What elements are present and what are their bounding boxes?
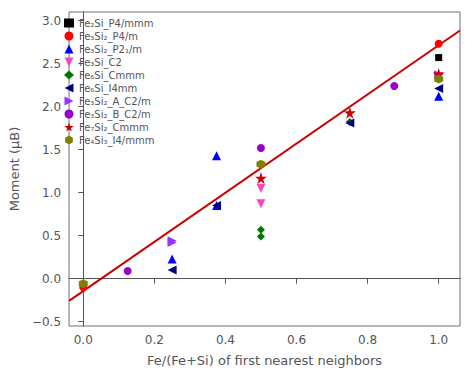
svg-text:0.5: 0.5 bbox=[42, 229, 61, 243]
svg-text:0.0: 0.0 bbox=[74, 333, 93, 347]
svg-text:Moment (μB): Moment (μB) bbox=[7, 127, 22, 212]
svg-text:1.0: 1.0 bbox=[429, 333, 448, 347]
svg-text:−0.5: −0.5 bbox=[32, 315, 61, 329]
svg-text:0.0: 0.0 bbox=[42, 272, 61, 286]
svg-text:Fe₃Si₂_P4/m: Fe₃Si₂_P4/m bbox=[79, 31, 138, 43]
svg-text:Fe₇Si₂_Cmmm: Fe₇Si₂_Cmmm bbox=[79, 122, 149, 134]
svg-text:Fe₃Si₂_B_C2/m: Fe₃Si₂_B_C2/m bbox=[79, 109, 151, 121]
svg-text:0.2: 0.2 bbox=[145, 333, 164, 347]
svg-text:Fe₄Si₃_I4/mmm: Fe₄Si₃_I4/mmm bbox=[79, 135, 154, 147]
svg-text:Fe₂Si_P4/mmm: Fe₂Si_P4/mmm bbox=[79, 18, 153, 30]
svg-text:0.4: 0.4 bbox=[216, 333, 235, 347]
svg-text:0.8: 0.8 bbox=[358, 333, 377, 347]
svg-text:Fe₃Si₂_P2₁/m: Fe₃Si₂_P2₁/m bbox=[79, 44, 142, 56]
svg-text:2.0: 2.0 bbox=[42, 100, 61, 114]
svg-text:0.6: 0.6 bbox=[287, 333, 306, 347]
svg-text:Fe₆Si_Cmmm: Fe₆Si_Cmmm bbox=[79, 70, 145, 82]
svg-text:3.0: 3.0 bbox=[42, 14, 61, 28]
svg-text:Fe₆Si_I4mm: Fe₆Si_I4mm bbox=[79, 83, 137, 95]
svg-text:2.5: 2.5 bbox=[42, 57, 61, 71]
svg-text:1.5: 1.5 bbox=[42, 143, 61, 157]
svg-text:Fe/(Fe+Si) of first nearest ne: Fe/(Fe+Si) of first nearest neighbors bbox=[147, 353, 382, 368]
svg-text:1.0: 1.0 bbox=[42, 186, 61, 200]
svg-text:Fe₃Si_C2: Fe₃Si_C2 bbox=[79, 57, 122, 69]
svg-text:Fe₃Si₂_A_C2/m: Fe₃Si₂_A_C2/m bbox=[79, 96, 151, 108]
